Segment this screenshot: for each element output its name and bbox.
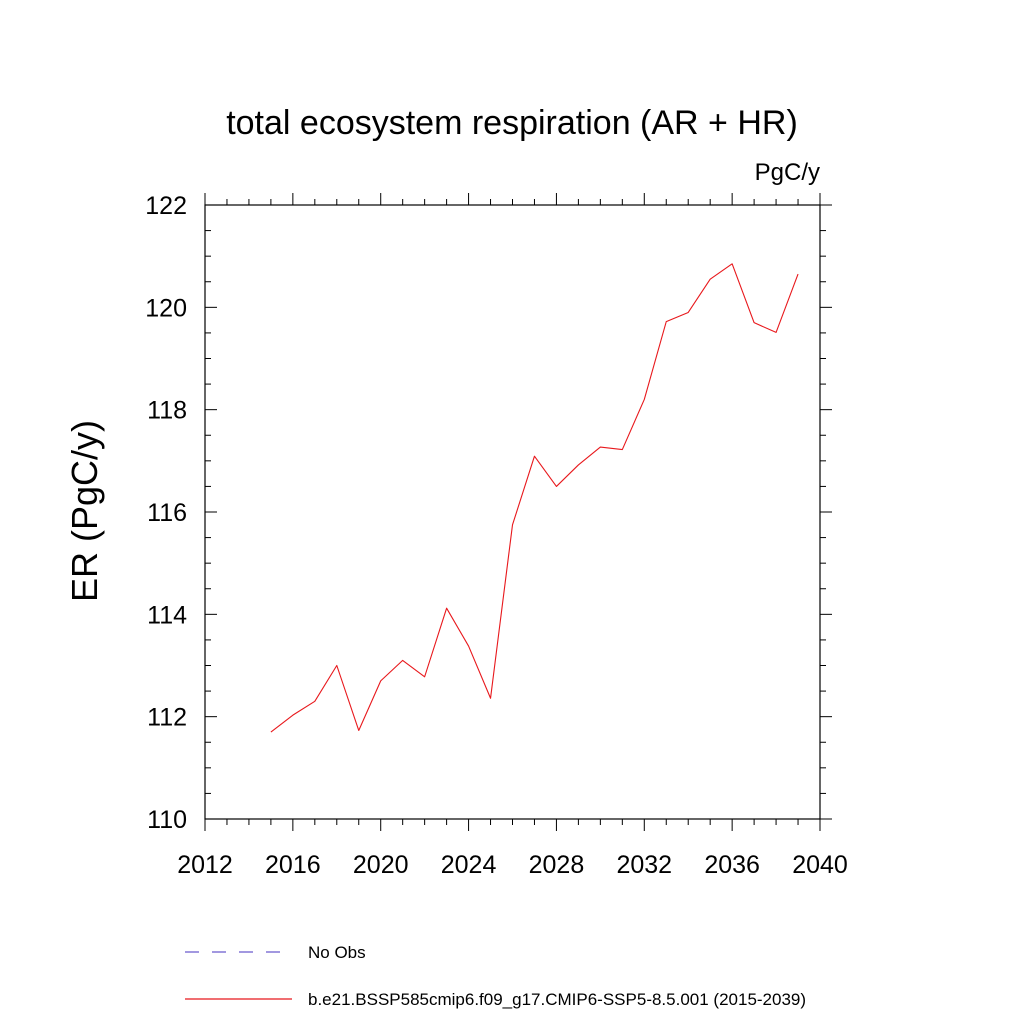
axis-ticks: [204, 193, 832, 831]
x-tick-label: 2012: [177, 851, 233, 879]
x-tick-label: 2032: [616, 851, 672, 879]
x-tick-label: 2040: [792, 851, 848, 879]
plot-frame: [204, 204, 821, 820]
series-layer: [270, 263, 799, 733]
x-tick-labels: 2012 2016 2020 2024 2028 2032 2036 2040: [177, 851, 848, 879]
x-tick-label: 2028: [529, 851, 585, 879]
y-tick-label: 116: [147, 499, 187, 527]
y-tick-label: 122: [145, 192, 187, 220]
x-tick-label: 2036: [704, 851, 760, 879]
y-axis-label: ER (PgC/y): [64, 420, 105, 602]
y-tick-labels: 110 112 114 116 118 120 122: [145, 192, 187, 834]
legend: No Obs b.e21.BSSP585cmip6.f09_g17.CMIP6-…: [185, 943, 806, 1009]
y-tick-label: 118: [147, 397, 187, 425]
x-tick-label: 2020: [353, 851, 409, 879]
y-tick-label: 112: [147, 704, 187, 732]
y-tick-label: 110: [147, 806, 187, 834]
legend-label-no-obs: No Obs: [308, 943, 366, 962]
units-label: PgC/y: [755, 159, 820, 186]
y-tick-label: 114: [147, 601, 187, 629]
series-line: [270, 263, 799, 733]
x-tick-label: 2024: [441, 851, 497, 879]
chart-title: total ecosystem respiration (AR + HR): [226, 104, 798, 142]
x-tick-label: 2016: [265, 851, 321, 879]
legend-label-model: b.e21.BSSP585cmip6.f09_g17.CMIP6-SSP5-8.…: [308, 990, 806, 1009]
y-tick-label: 120: [145, 294, 187, 322]
